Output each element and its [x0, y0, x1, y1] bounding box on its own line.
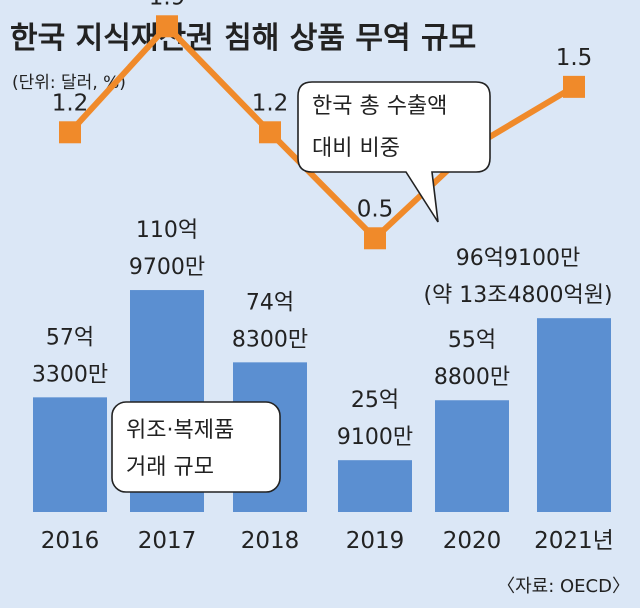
- line-point-2017: [156, 15, 178, 38]
- line-value-label: 1.9: [149, 0, 186, 10]
- line-point-2019: [364, 227, 386, 250]
- x-tick-label: 2018: [241, 528, 300, 554]
- line-point-2018: [259, 121, 281, 144]
- x-tick-label: 2021년: [534, 528, 614, 554]
- line-value-label: 1.2: [52, 90, 89, 116]
- bar-value-label: 57억: [46, 325, 94, 350]
- bar-callout-line1: 위조·복제품: [126, 418, 234, 443]
- bar-value-label: 55억: [448, 328, 496, 353]
- unit-label: (단위: 달러, %): [12, 73, 126, 93]
- x-tick-label: 2016: [41, 528, 100, 554]
- x-axis-labels: 2016 2017 2018 2019 2020 2021년: [41, 528, 614, 554]
- bar-series-callout: 위조·복제품 거래 규모: [111, 401, 281, 493]
- line-value-label: 1.2: [252, 90, 289, 116]
- bar-value-label: 25억: [351, 388, 399, 413]
- bar-value-label: (약 13조4800억원): [423, 283, 612, 308]
- source-note: 〈자료: OECD〉: [497, 576, 630, 597]
- chart-title: 한국 지식재산권 침해 상품 무역 규모: [10, 21, 476, 56]
- bar-value-label: 96억9100만: [456, 246, 580, 271]
- bar-value-label: 3300만: [32, 362, 108, 387]
- line-value-label: 1.5: [556, 45, 593, 71]
- bar-value-label: 74억: [246, 290, 294, 315]
- line-series-callout: 한국 총 수출액 대비 비중: [297, 81, 491, 223]
- bar-value-label: 110억: [136, 218, 198, 243]
- bar-value-labels: 57억 3300만 110억 9700만 74억 8300만 25억 9100만 55억 8800…: [32, 218, 613, 450]
- bar-callout-line2: 거래 규모: [126, 455, 214, 480]
- x-tick-label: 2017: [138, 528, 197, 554]
- bar-callout-box: [111, 401, 281, 493]
- bar-2020: [435, 400, 509, 512]
- bar-2019: [338, 460, 412, 512]
- line-callout-line1: 한국 총 수출액: [312, 94, 447, 119]
- bar-2021: [537, 318, 611, 512]
- line-value-label: 0.5: [357, 196, 394, 222]
- line-callout-bubble: [297, 81, 491, 223]
- x-tick-label: 2019: [346, 528, 405, 554]
- bar-value-label: 8800만: [434, 365, 510, 390]
- bar-value-label: 9700만: [129, 255, 205, 280]
- bar-2016: [33, 397, 107, 512]
- line-callout-line2: 대비 비중: [312, 136, 400, 161]
- line-point-2016: [59, 121, 81, 144]
- x-tick-label: 2020: [443, 528, 502, 554]
- line-point-2021: [563, 75, 585, 98]
- bar-value-label: 8300만: [232, 327, 308, 352]
- bar-value-label: 9100만: [337, 425, 413, 450]
